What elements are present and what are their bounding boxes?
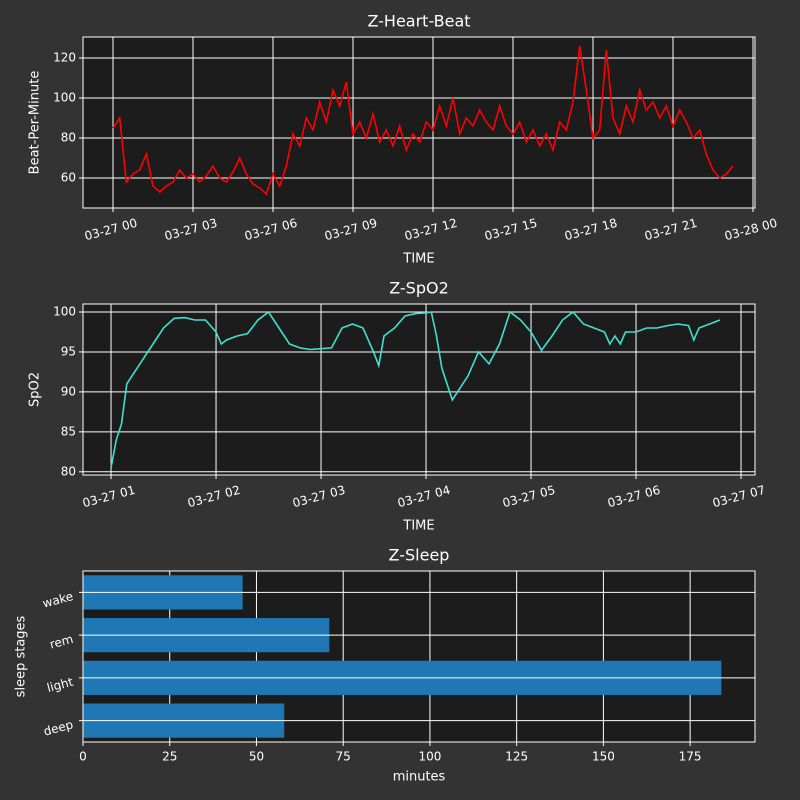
y-tick-label: light <box>45 675 75 695</box>
y-tick-label: 90 <box>61 384 76 398</box>
chart-title: Z-Sleep <box>389 546 450 565</box>
x-axis-label: TIME <box>402 519 434 534</box>
line <box>112 45 734 196</box>
x-tick-label: 0 <box>79 750 87 764</box>
y-tick-label: 95 <box>61 344 76 358</box>
chart-title: Z-SpO2 <box>389 279 449 298</box>
y-tick-label: 85 <box>61 424 76 438</box>
x-tick-label: 100 <box>418 750 441 764</box>
x-axis-label: TIME <box>402 252 434 267</box>
x-tick-label: 175 <box>679 750 702 764</box>
y-tick-label: 80 <box>61 464 76 478</box>
chart-title: Z-Heart-Beat <box>367 12 470 31</box>
x-tick-label: 50 <box>249 750 264 764</box>
y-tick-label: 60 <box>61 171 76 185</box>
y-axis-label: sleep stages <box>14 615 29 697</box>
axes-frame <box>82 36 756 209</box>
y-tick-label: 100 <box>53 91 76 105</box>
y-tick-label: 120 <box>53 51 76 65</box>
x-tick-label: 150 <box>592 750 615 764</box>
axes-frame <box>82 303 756 476</box>
axes-frame <box>82 570 756 743</box>
x-tick-label: 25 <box>162 750 177 764</box>
x-tick-label: 75 <box>336 750 351 764</box>
y-axis-label: SpO2 <box>28 372 43 407</box>
plot-area <box>83 304 755 475</box>
y-tick-label: 100 <box>53 304 76 318</box>
plot-area <box>83 37 755 208</box>
y-tick-label: 80 <box>61 131 76 145</box>
x-tick-label: 125 <box>505 750 528 764</box>
y-axis-label: Beat-Per-Minute <box>28 71 43 175</box>
line <box>110 310 721 468</box>
y-tick-label: rem <box>48 632 75 652</box>
x-axis-label: minutes <box>393 770 446 785</box>
